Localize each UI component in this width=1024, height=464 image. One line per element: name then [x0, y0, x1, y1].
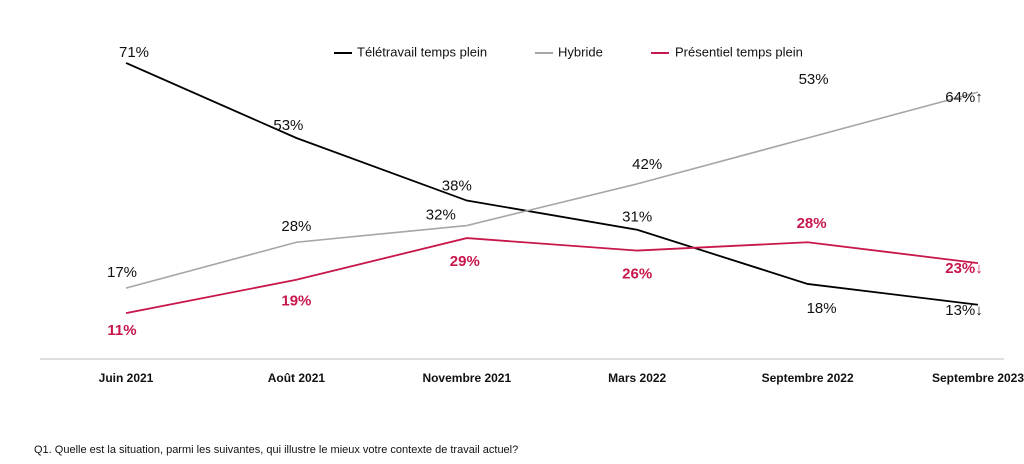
x-tick-label-2: Novembre 2021 [422, 371, 511, 385]
data-label-presentiel-temps-plein-1: 19% [281, 293, 311, 310]
x-tick-label-4: Septembre 2022 [762, 371, 854, 385]
series-line-teletravail-temps-plein [125, 62, 979, 306]
data-label-teletravail-temps-plein-2: 38% [442, 178, 472, 195]
data-labels: 71% 53% 38% 31% 18% 13%↓ 17% 28% 32% 42% 53% 64%↑ 11… [107, 44, 983, 339]
data-label-presentiel-temps-plein-2: 29% [450, 253, 480, 270]
series-line-presentiel-temps-plein [125, 237, 979, 315]
data-label-teletravail-temps-plein-0: 71% [119, 44, 149, 61]
data-label-presentiel-temps-plein-0: 11% [107, 322, 136, 339]
x-tick-label-5: Septembre 2023 [932, 371, 1024, 385]
data-label-presentiel-temps-plein-3: 26% [622, 266, 652, 283]
data-label-teletravail-temps-plein-1: 53% [273, 117, 303, 134]
data-label-teletravail-temps-plein-5: 13%↓ [945, 302, 983, 319]
data-label-hybride-2: 32% [426, 207, 456, 224]
legend: Télétravail temps plein Hybride Présentiel… [334, 44, 803, 59]
x-axis-ticks: Juin 2021 Août 2021 Novembre 2021 Mars 2022… [99, 371, 1024, 385]
series-lines [125, 62, 979, 315]
data-label-hybride-4: 53% [799, 71, 829, 88]
data-label-hybride-3: 42% [632, 156, 662, 173]
x-tick-label-3: Mars 2022 [608, 371, 666, 385]
legend-label-teletravail-temps-plein: Télétravail temps plein [357, 44, 487, 59]
data-label-hybride-5: 64%↑ [945, 89, 983, 106]
data-label-hybride-1: 28% [281, 218, 311, 235]
data-label-hybride-0: 17% [107, 264, 137, 281]
data-label-teletravail-temps-plein-4: 18% [807, 300, 837, 317]
legend-label-presentiel-temps-plein: Présentiel temps plein [675, 44, 803, 59]
x-tick-label-0: Juin 2021 [99, 371, 154, 385]
data-label-teletravail-temps-plein-3: 31% [622, 209, 652, 226]
legend-label-hybride: Hybride [558, 44, 603, 59]
data-label-presentiel-temps-plein-4: 28% [797, 215, 827, 232]
data-label-presentiel-temps-plein-5: 23%↓ [945, 260, 983, 277]
series-line-hybride [125, 91, 979, 289]
x-tick-label-1: Août 2021 [268, 371, 326, 385]
footnote: Q1. Quelle est la situation, parmi les s… [34, 444, 519, 456]
